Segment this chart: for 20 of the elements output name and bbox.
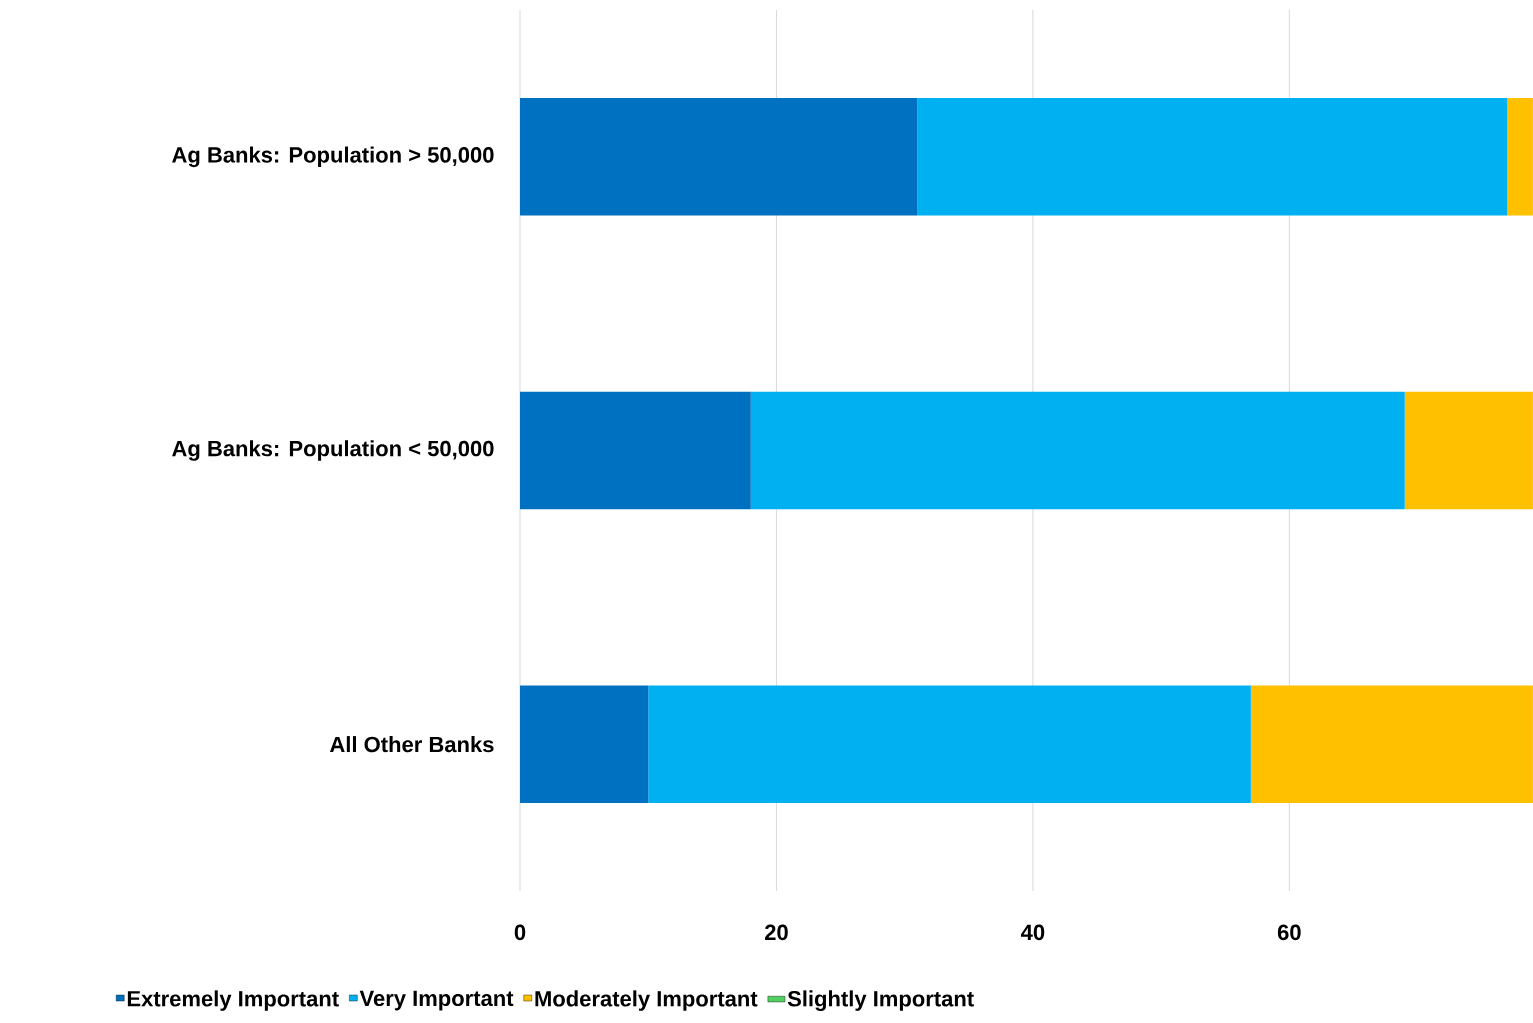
bar: [1507, 98, 1533, 216]
bar: [520, 685, 649, 803]
bar: [917, 98, 1508, 216]
bar: [648, 685, 1251, 803]
x-tick-label: 40: [1020, 924, 1045, 941]
legend-label: Extremely Important: [127, 990, 339, 1011]
x-tick-label: 20: [764, 924, 788, 941]
bar: [520, 98, 918, 216]
legend-label: Moderately Important: [535, 990, 758, 1011]
bar: [520, 391, 751, 510]
x-tick-label: 60: [1277, 924, 1301, 941]
bar: [750, 391, 1405, 510]
y-tick-label: All Other Banks: [329, 736, 494, 753]
y-tick-label: Ag Banks: Population > 50,000: [172, 146, 494, 168]
bar: [1250, 685, 1533, 803]
legend-label: Very Important: [359, 990, 514, 1011]
x-tick-label: 0: [514, 924, 526, 941]
bar: [1404, 391, 1533, 510]
y-tick-label: Ag Banks: Population < 50,000: [172, 440, 494, 461]
legend-label: Slightly Important: [787, 990, 974, 1011]
